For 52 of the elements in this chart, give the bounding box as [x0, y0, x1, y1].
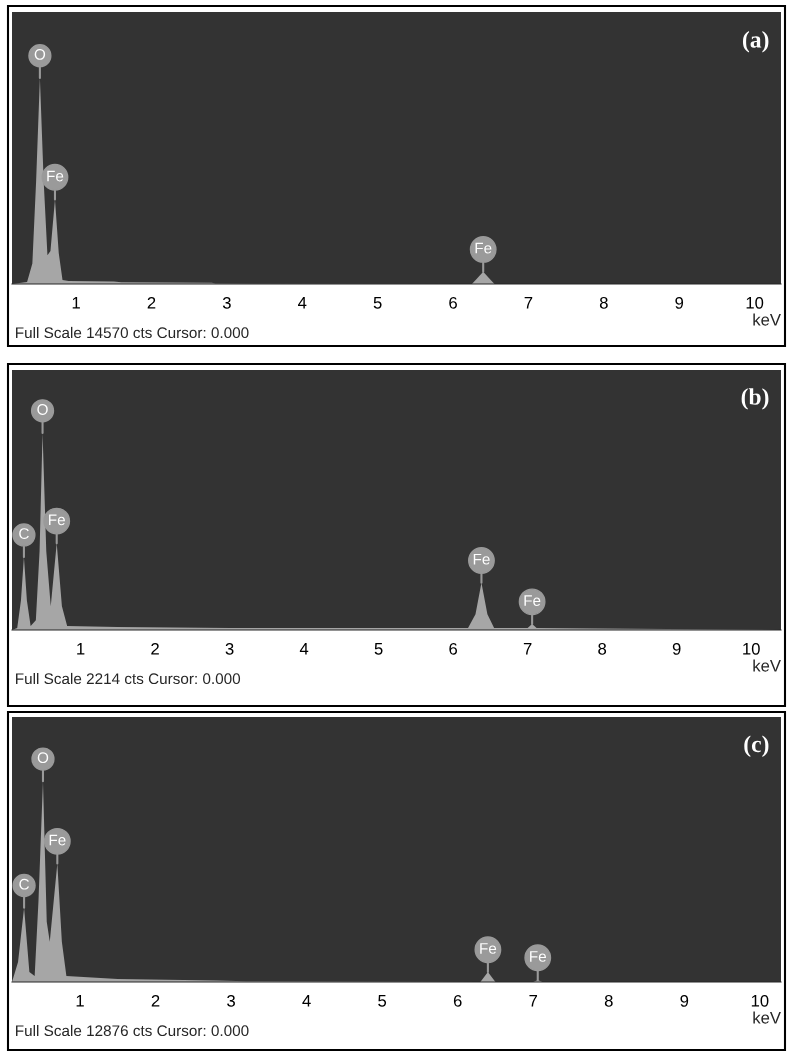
chart-title: (b) — [741, 388, 769, 410]
x-tick-label: 9 — [680, 994, 689, 1007]
annotation: Fe — [480, 943, 497, 954]
x-tick-label: 7 — [523, 643, 532, 655]
text: Full Scale 14570 cts Cursor: 0.000 — [16, 326, 249, 339]
x-tick-label: 9 — [672, 642, 681, 655]
chart-title: (a) — [742, 31, 769, 53]
x-tick-label: 10 — [746, 296, 764, 309]
annotation: Fe — [524, 595, 541, 606]
annotation: Fe — [49, 514, 65, 526]
x-tick-label: 6 — [453, 994, 462, 1007]
annotation: O — [34, 49, 46, 60]
chart-title: (c) — [744, 735, 769, 757]
annotation: Fe — [530, 951, 546, 962]
x-tick-label: 2 — [147, 296, 156, 309]
x-tick-label: 10 — [751, 994, 769, 1007]
annotation: O — [37, 404, 48, 415]
x-tick-label: 5 — [378, 995, 387, 1007]
annotation: Fe — [49, 834, 66, 846]
text: Full Scale 2214 cts Cursor: 0.000 — [16, 672, 241, 685]
x-tick-label: 3 — [227, 994, 235, 1007]
x-tick-label: 1 — [76, 995, 84, 1007]
x-tick-label: 4 — [299, 643, 309, 655]
x-tick-label: 4 — [302, 995, 311, 1007]
x-tick-label: 2 — [151, 994, 160, 1007]
x-axis-title: keV — [753, 1011, 781, 1024]
annotation: Fe — [473, 553, 490, 565]
x-tick-label: 8 — [604, 994, 613, 1007]
annotation: Fe — [47, 170, 64, 182]
x-tick-label: 3 — [222, 296, 231, 309]
annotation: Fe — [475, 242, 492, 254]
x-tick-label: 10 — [743, 642, 760, 655]
x-tick-label: 7 — [524, 297, 533, 309]
x-axis-title: keV — [753, 313, 781, 326]
x-tick-label: 6 — [449, 642, 458, 655]
x-tick-label: 8 — [599, 296, 608, 309]
x-tick-label: 8 — [598, 642, 607, 655]
x-tick-label: 5 — [373, 297, 382, 309]
text: Full Scale 12876 cts Cursor: 0.000 — [16, 1024, 249, 1037]
annotation: C — [19, 528, 29, 539]
x-tick-label: 6 — [449, 296, 457, 309]
annotation: O — [37, 752, 49, 764]
annotation: C — [19, 878, 30, 890]
x-tick-label: 7 — [529, 995, 538, 1007]
x-tick-label: 3 — [225, 642, 234, 655]
x-tick-label: 2 — [151, 642, 159, 655]
x-tick-label: 4 — [298, 297, 307, 309]
x-tick-label: 1 — [72, 297, 80, 309]
x-tick-label: 1 — [77, 643, 85, 655]
x-axis-title: keV — [753, 659, 781, 672]
x-tick-label: 5 — [374, 643, 383, 655]
x-tick-label: 9 — [675, 296, 684, 309]
